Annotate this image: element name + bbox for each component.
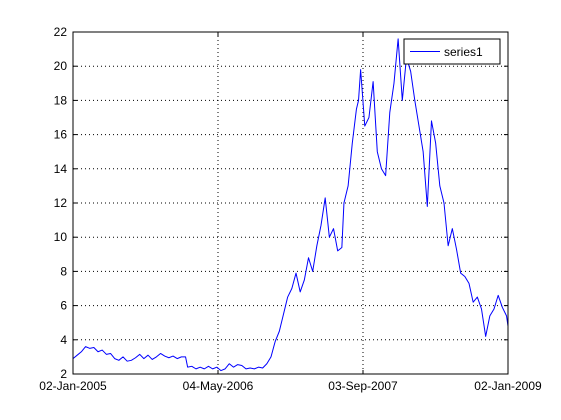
y-tick-labels: 2 4 6 8 10 12 14 16 18 20 22: [54, 25, 68, 381]
y-tick-label: 10: [54, 230, 68, 244]
y-tick-label: 8: [60, 264, 67, 278]
x-tick-label: 02-Jan-2009: [474, 379, 542, 393]
x-tick-label: 02-Jan-2005: [39, 379, 107, 393]
series-line: [72, 38, 509, 372]
ticks: [72, 31, 509, 375]
y-tick-label: 6: [60, 299, 67, 313]
x-tick-labels: 02-Jan-2005 04-May-2006 03-Sep-2007 02-Jan-…: [39, 379, 542, 393]
y-tick-label: 22: [54, 25, 68, 39]
y-tick-label: 12: [54, 196, 68, 210]
y-tick-label: 16: [54, 128, 68, 142]
series-layer: [72, 38, 509, 372]
x-tick-label: 04-May-2006: [183, 379, 254, 393]
grid: [73, 32, 508, 374]
y-tick-label: 4: [60, 333, 67, 347]
y-tick-label: 18: [54, 93, 68, 107]
plot-area: [73, 32, 508, 374]
y-tick-label: 20: [54, 59, 68, 73]
x-tick-label: 03-Sep-2007: [328, 379, 398, 393]
y-tick-label: 14: [54, 162, 68, 176]
y-tick-label: 2: [60, 367, 67, 381]
legend-label: series1: [444, 45, 483, 59]
legend: series1: [403, 38, 501, 65]
